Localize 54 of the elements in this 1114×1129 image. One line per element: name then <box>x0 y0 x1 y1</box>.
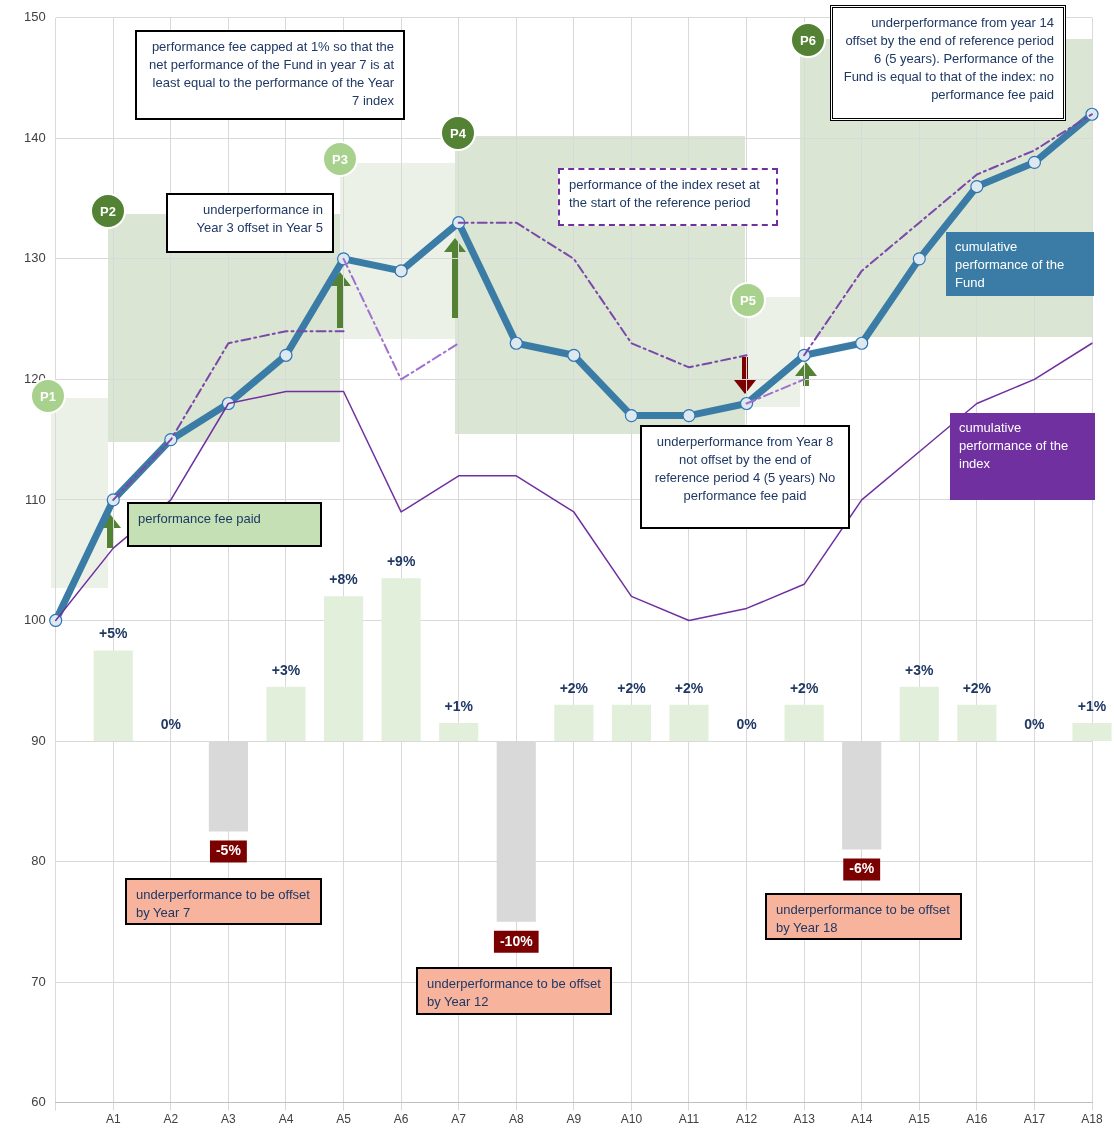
x-tick-label: A1 <box>105 1112 121 1127</box>
annotation: underperformance to be offset by Year 18 <box>775 901 951 937</box>
x-tick-label: A17 <box>1023 1112 1046 1127</box>
data-label: +2% <box>789 679 819 696</box>
data-label: +1% <box>1077 697 1107 714</box>
data-label: 0% <box>736 715 758 732</box>
data-label: -5% <box>215 842 242 859</box>
x-tick-label: A8 <box>508 1112 524 1127</box>
annotation: P3 <box>322 141 358 177</box>
annotation: P6 <box>790 22 826 58</box>
y-tick-label: 150 <box>23 9 46 25</box>
x-tick-label: A11 <box>678 1112 700 1127</box>
x-tick-label: A18 <box>1081 1112 1103 1127</box>
data-label: -10% <box>499 932 534 949</box>
annotation: P4 <box>440 115 476 151</box>
text: P1 <box>40 388 56 404</box>
y-tick-label: 110 <box>24 491 46 507</box>
data-label: +2% <box>559 679 589 696</box>
x-tick-label: A13 <box>793 1112 816 1127</box>
x-tick-label: A7 <box>451 1112 467 1127</box>
annotation: P5 <box>730 282 766 318</box>
data-label: +2% <box>674 679 704 696</box>
data-label: +2% <box>617 679 647 696</box>
data-label: 0% <box>160 715 182 732</box>
x-tick-label: A15 <box>908 1112 931 1127</box>
y-tick-label: 100 <box>23 612 46 628</box>
x-tick-label: A12 <box>735 1112 758 1127</box>
data-label: +3% <box>271 661 301 678</box>
annotation: underperformance to be offset by Year 7 <box>135 886 311 922</box>
y-tick-label: 90 <box>31 732 46 748</box>
data-label: -6% <box>849 860 875 877</box>
annotation: underperformance to be offset by Year 12 <box>426 975 602 1011</box>
y-tick-label: 130 <box>23 250 46 266</box>
data-label: 0% <box>1024 715 1046 732</box>
x-tick-label: A9 <box>566 1112 582 1127</box>
y-tick-label: 60 <box>31 1094 46 1110</box>
data-label: +2% <box>962 679 992 696</box>
data-label: +3% <box>905 661 935 678</box>
x-tick-label: A6 <box>393 1112 409 1127</box>
y-tick-label: 70 <box>31 973 46 989</box>
data-label: +1% <box>444 697 474 714</box>
y-tick-label: 80 <box>31 853 46 869</box>
x-tick-label: A2 <box>163 1112 179 1127</box>
x-tick-label: A10 <box>620 1112 643 1127</box>
annotation: P2 <box>90 193 126 229</box>
data-label: +5% <box>99 625 129 642</box>
x-tick-label: A3 <box>221 1112 237 1127</box>
y-tick-label: 140 <box>23 129 46 145</box>
x-tick-label: A16 <box>966 1112 988 1127</box>
data-label: +9% <box>386 553 416 570</box>
x-tick-label: A4 <box>278 1112 294 1127</box>
x-tick-label: A14 <box>851 1112 873 1127</box>
x-tick-label: A5 <box>336 1112 352 1127</box>
data-label: +8% <box>329 571 359 588</box>
